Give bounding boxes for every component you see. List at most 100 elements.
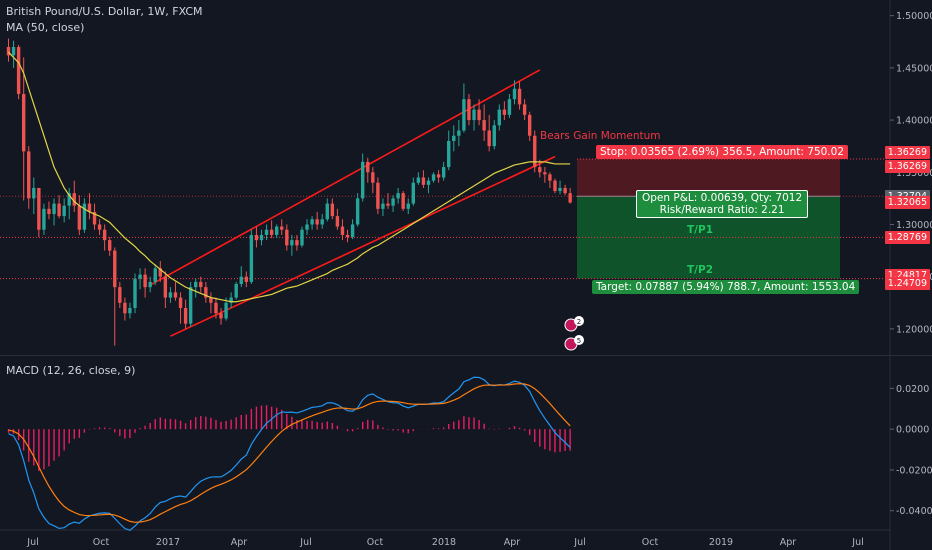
stop-label[interactable]: Stop: 0.03565 (2.69%) 356.5, Amount: 750… <box>596 145 849 159</box>
candle <box>426 177 431 194</box>
candle <box>199 276 203 293</box>
time-tick-label: Apr <box>504 537 521 548</box>
candle <box>330 198 335 220</box>
candle-body <box>113 250 117 288</box>
pnl-box[interactable]: Open P&L: 0.00639, Qty: 7012 Risk/Reward… <box>636 190 809 218</box>
time-tick-label: 2017 <box>156 537 180 548</box>
candle <box>431 172 436 183</box>
candle <box>128 302 132 319</box>
candle <box>538 159 542 178</box>
time-tick-label: Jul <box>573 537 585 548</box>
candle-body <box>416 177 421 183</box>
candle-body <box>67 193 71 206</box>
candle-body <box>376 182 380 209</box>
candle <box>381 198 385 217</box>
candle <box>452 125 456 152</box>
candle <box>224 297 228 321</box>
candle <box>97 219 102 235</box>
candle-body <box>32 187 36 199</box>
candle <box>153 264 157 286</box>
candle <box>558 180 562 195</box>
price-tag: 1.36269 <box>884 159 930 173</box>
candle-body <box>123 302 127 314</box>
candle-body <box>249 234 254 282</box>
time-tick-label: Jul <box>299 537 311 548</box>
macd-tick-label: 0.0200 <box>896 384 929 395</box>
candle-body <box>11 46 16 56</box>
candle <box>300 226 304 248</box>
candle-body <box>194 281 198 288</box>
candle-body <box>153 268 157 282</box>
candle <box>113 247 117 346</box>
candle <box>239 266 243 288</box>
candle-body <box>310 219 314 225</box>
candle <box>447 130 451 171</box>
candle-body <box>138 274 142 279</box>
candle-body <box>57 203 61 217</box>
candle-body <box>371 172 375 183</box>
candle <box>477 99 481 126</box>
candle-body <box>558 187 562 192</box>
candle-body <box>47 208 51 215</box>
candle-body <box>426 180 431 185</box>
candle-body <box>148 281 152 288</box>
candle-body <box>361 161 365 199</box>
candle-body <box>219 313 223 319</box>
candle-body <box>522 104 527 115</box>
candle-body <box>143 274 147 288</box>
candle <box>214 297 218 319</box>
candle-body <box>507 99 512 115</box>
candle-body <box>401 193 405 209</box>
candle <box>168 287 173 303</box>
price-tag: 1.28769 <box>884 230 930 244</box>
event-count-badge <box>574 335 584 345</box>
candle <box>553 178 557 194</box>
candle <box>11 40 16 68</box>
candle-body <box>340 226 345 235</box>
channel-upper-line <box>149 69 541 286</box>
candle-body <box>178 297 183 309</box>
candle-body <box>102 229 107 241</box>
candle <box>421 170 426 188</box>
target-label[interactable]: Target: 0.07887 (5.94%) 788.7, Amount: 1… <box>592 280 860 294</box>
candle-body <box>305 224 309 230</box>
candle-body <box>118 287 122 303</box>
candle-body <box>386 203 390 206</box>
candle <box>234 281 238 300</box>
candle <box>183 299 188 329</box>
candle <box>158 261 162 282</box>
candle-body <box>290 240 294 246</box>
candle-body <box>431 174 436 181</box>
time-tick-label: Oct <box>93 537 110 548</box>
price-tag: 1.24709 <box>884 277 930 291</box>
candle <box>472 104 476 131</box>
candle-body <box>406 203 410 209</box>
candle <box>249 229 254 284</box>
candle-body <box>441 167 446 178</box>
candle <box>386 193 390 209</box>
price-tick-label: 1.30000 <box>896 220 932 231</box>
candle-body <box>548 174 552 181</box>
candle <box>77 195 82 235</box>
candle-body <box>254 234 259 241</box>
bears-note: Bears Gain Momentum <box>540 130 661 142</box>
candle <box>411 177 415 206</box>
candle-body <box>52 203 56 215</box>
pane-divider[interactable] <box>0 355 932 356</box>
candle-body <box>27 151 31 199</box>
candle <box>47 201 51 220</box>
candle <box>259 229 264 246</box>
candle-body <box>259 234 264 241</box>
candle <box>396 187 400 204</box>
candle <box>340 219 345 241</box>
candle <box>118 281 122 309</box>
candle-body <box>204 287 208 298</box>
candle-body <box>163 276 168 298</box>
macd-legend: MACD (12, 26, close, 9) <box>6 364 136 377</box>
time-tick-label: Jul <box>26 537 38 548</box>
candle-body <box>325 203 329 220</box>
candle-body <box>199 281 203 288</box>
candle <box>209 292 213 314</box>
candle <box>87 193 92 220</box>
